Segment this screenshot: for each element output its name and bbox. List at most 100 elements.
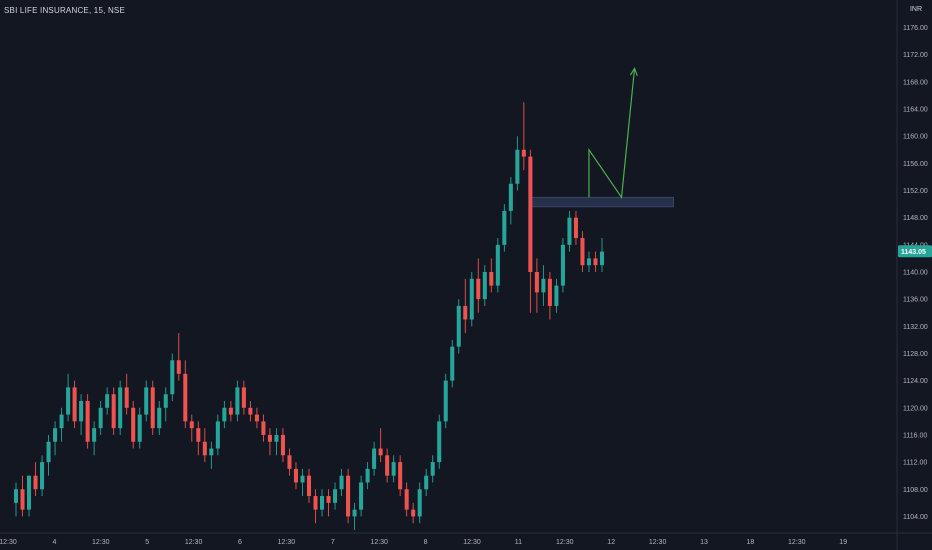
candle-body [463, 305, 468, 320]
candle-body [235, 387, 240, 415]
price-tick-label: 1156.00 [903, 161, 928, 168]
candle-body [267, 434, 272, 442]
last-price-label: 1143.05 [898, 245, 932, 258]
candle-body [482, 272, 487, 300]
price-tick-label: 1168.00 [903, 79, 928, 86]
candle-body [534, 272, 539, 293]
candle-body [508, 183, 513, 211]
candle-body [586, 258, 591, 266]
candle-body [33, 475, 38, 490]
candle-body [176, 360, 181, 374]
price-tick-label: 1104.00 [903, 514, 928, 521]
candle-body [430, 462, 435, 476]
candle-body [372, 448, 377, 469]
candle-body [157, 407, 162, 429]
candle-body [599, 251, 605, 266]
projection-path-line[interactable] [588, 68, 636, 200]
price-tick-label: 1172.00 [903, 52, 928, 59]
candle-body [40, 462, 45, 490]
price-tick-label: 1176.00 [903, 25, 928, 32]
candle-body [333, 489, 338, 503]
price-tick-label: 1160.00 [903, 134, 928, 141]
candle-body [391, 462, 396, 476]
candle-body [450, 346, 455, 381]
price-tick-label: 1124.00 [903, 378, 928, 385]
price-axis[interactable]: 1104.00 1108.00 1112.00 1116.00 1120.00 1124.… [903, 25, 928, 521]
candle-body [352, 509, 357, 517]
candles-layer [13, 102, 605, 530]
candle-body [196, 428, 201, 442]
candle-body [580, 238, 585, 266]
candle-body [567, 217, 572, 245]
time-tick-label: 19 [839, 539, 847, 546]
time-tick-label: 18 [747, 539, 755, 546]
candle-body [20, 489, 25, 510]
resistance-zone-rect[interactable] [529, 196, 675, 208]
candle-body [228, 407, 233, 415]
candle-body [424, 475, 429, 490]
candle-body [541, 278, 546, 293]
time-tick-label: 12:30 [185, 539, 203, 546]
candle-body [59, 414, 64, 429]
candle-body [111, 394, 116, 429]
time-tick-label: 6 [238, 539, 242, 546]
last-price-badge [898, 245, 932, 258]
time-tick-label: 12:30 [278, 539, 296, 546]
candle-body [137, 414, 142, 442]
candle-body [98, 407, 103, 429]
candle-body [469, 278, 474, 320]
candle-body [79, 401, 84, 422]
candle-body [215, 421, 220, 449]
candle-body [326, 496, 331, 503]
candle-body [280, 434, 285, 456]
candle-body [163, 394, 168, 408]
candle-body [378, 448, 383, 456]
price-tick-label: 1164.00 [903, 107, 928, 114]
candle-body [437, 421, 442, 463]
candle-body [118, 387, 123, 429]
time-axis[interactable]: 12:30 4 12:30 5 12:30 6 12:30 7 12:30 8 12:30 11 12:… [0, 539, 847, 546]
candle-body [274, 434, 279, 442]
candle-body [287, 455, 292, 469]
price-tick-label: 1116.00 [903, 432, 927, 439]
candle-body [27, 475, 32, 510]
time-tick-label: 12:30 [649, 539, 667, 546]
last-price-value: 1143.05 [901, 249, 926, 256]
time-tick-label: 12:30 [92, 539, 110, 546]
candle-body [515, 149, 520, 184]
candle-body [241, 387, 246, 408]
candle-body [183, 373, 188, 422]
candle-body [547, 278, 552, 306]
candle-body [456, 305, 461, 347]
candle-body [495, 244, 500, 286]
candle-body [202, 441, 207, 456]
candle-body [170, 360, 175, 395]
candle-body [53, 428, 58, 442]
price-tick-label: 1152.00 [903, 188, 928, 195]
candle-body [560, 244, 565, 286]
candle-body [189, 421, 194, 429]
price-tick-label: 1112.00 [903, 460, 927, 467]
candle-body [66, 387, 71, 415]
price-tick-label: 1148.00 [903, 215, 928, 222]
candle-body [300, 475, 305, 483]
candle-body [476, 278, 481, 300]
candle-body [489, 272, 494, 286]
candle-body [46, 441, 51, 463]
candle-body [150, 387, 155, 429]
candle-body [593, 258, 598, 266]
time-tick-label: 12 [607, 539, 615, 546]
candle-body [365, 468, 370, 483]
projection-arrow-head [629, 66, 638, 77]
candle-body [411, 509, 416, 517]
time-tick-label: 7 [331, 539, 335, 546]
time-tick-label: 5 [145, 539, 149, 546]
price-tick-label: 1120.00 [903, 405, 928, 412]
candle-body [320, 496, 325, 510]
candle-body [72, 387, 77, 422]
candle-body [528, 156, 533, 272]
candle-body [417, 489, 422, 517]
candle-body [131, 407, 136, 442]
price-tick-label: 1132.00 [903, 324, 928, 331]
